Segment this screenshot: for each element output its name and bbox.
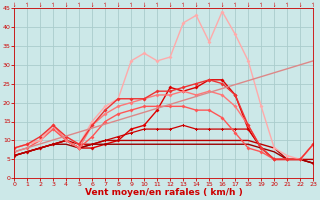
- X-axis label: Vent moyen/en rafales ( km/h ): Vent moyen/en rafales ( km/h ): [85, 188, 243, 197]
